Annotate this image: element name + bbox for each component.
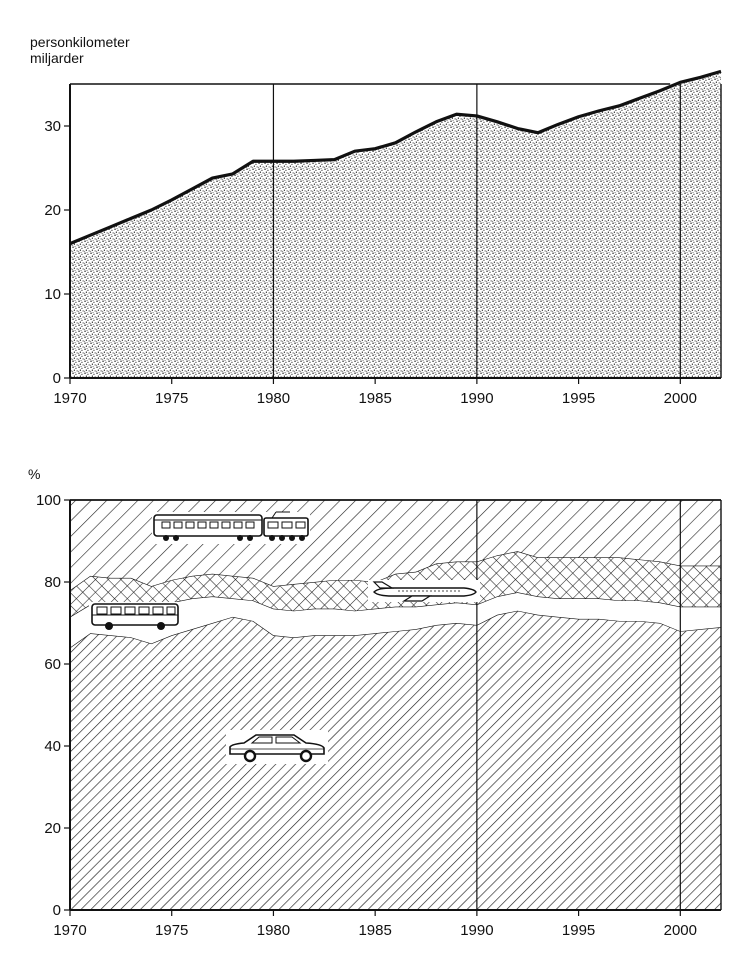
y-tick-label: 30	[44, 118, 61, 135]
top-plot-frame	[69, 84, 722, 379]
airplane-icon	[368, 580, 480, 602]
top-y-axis-title-line2: miljarder	[30, 50, 84, 66]
total-volume-area	[70, 71, 721, 379]
bottom-plot-frame	[69, 499, 722, 911]
modal-share-chart: % 1970 1975 1980 1985 1990 1995 2000 0 20 40 60 80…	[28, 466, 722, 939]
top-x-axis: 1970 1975 1980 1985 1990 1995 2000	[53, 378, 697, 407]
bus-icon	[89, 602, 181, 632]
total-volume-line	[69, 69, 722, 246]
x-tick-label: 1985	[358, 390, 391, 407]
x-tick-label: 1985	[358, 922, 391, 939]
x-tick-label: 2000	[664, 922, 697, 939]
share-band-car	[70, 610, 721, 910]
total-volume-chart: personkilometer miljarder 1970 1975 1980 19…	[30, 34, 722, 407]
share-band-bus	[70, 592, 721, 648]
x-tick-label: 1975	[155, 922, 188, 939]
y-tick-label: 10	[44, 286, 61, 303]
x-tick-label: 1990	[460, 390, 493, 407]
y-tick-label: 80	[44, 574, 61, 591]
bottom-y-axis: 0 20 40 60 80 100	[36, 492, 70, 919]
top-area-layer	[69, 69, 722, 379]
y-tick-label: 20	[44, 202, 61, 219]
x-tick-label: 2000	[664, 390, 697, 407]
x-tick-label: 1990	[460, 922, 493, 939]
x-tick-label: 1995	[562, 390, 595, 407]
x-tick-label: 1970	[53, 922, 86, 939]
x-tick-label: 1980	[257, 922, 290, 939]
y-tick-label: 40	[44, 738, 61, 755]
x-tick-label: 1970	[53, 390, 86, 407]
top-y-axis-title-line1: personkilometer	[30, 34, 130, 50]
x-tick-label: 1980	[257, 390, 290, 407]
x-tick-label: 1995	[562, 922, 595, 939]
train-icon	[152, 511, 310, 544]
top-y-axis: 0 10 20 30	[44, 118, 70, 387]
y-tick-label: 0	[53, 370, 61, 387]
y-tick-label: 20	[44, 820, 61, 837]
bottom-gridlines	[476, 500, 681, 910]
y-tick-label: 100	[36, 492, 61, 509]
car-icon	[226, 730, 328, 764]
x-tick-label: 1975	[155, 390, 188, 407]
bottom-area-layer	[69, 500, 722, 910]
bottom-y-axis-title: %	[28, 466, 40, 482]
y-tick-label: 0	[53, 902, 61, 919]
y-tick-label: 60	[44, 656, 61, 673]
bottom-x-axis: 1970 1975 1980 1985 1990 1995 2000	[53, 910, 697, 939]
top-gridlines	[272, 84, 681, 378]
